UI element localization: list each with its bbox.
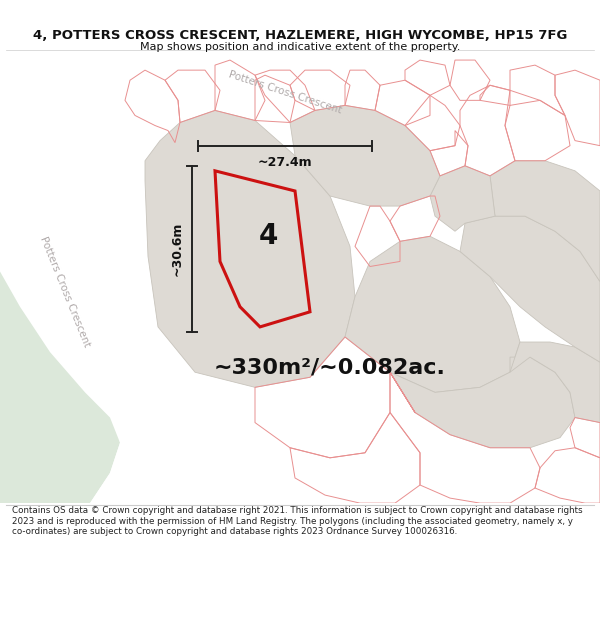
Polygon shape [390,357,575,447]
Polygon shape [430,166,495,231]
Polygon shape [460,216,600,362]
Text: Potters Cross Crescent: Potters Cross Crescent [227,69,343,116]
Text: Contains OS data © Crown copyright and database right 2021. This information is : Contains OS data © Crown copyright and d… [12,506,583,536]
Polygon shape [215,171,310,327]
Polygon shape [345,236,520,392]
Polygon shape [490,161,600,282]
Text: 4: 4 [259,222,278,250]
Text: ~330m²/~0.082ac.: ~330m²/~0.082ac. [214,357,446,377]
Text: Map shows position and indicative extent of the property.: Map shows position and indicative extent… [140,42,460,52]
Text: ~27.4m: ~27.4m [257,156,313,169]
Text: Potters Cross Crescent: Potters Cross Crescent [38,235,92,348]
Polygon shape [290,106,440,206]
Polygon shape [145,111,355,388]
Text: ~30.6m: ~30.6m [171,222,184,276]
Polygon shape [510,342,600,422]
Polygon shape [0,50,230,503]
Text: 4, POTTERS CROSS CRESCENT, HAZLEMERE, HIGH WYCOMBE, HP15 7FG: 4, POTTERS CROSS CRESCENT, HAZLEMERE, HI… [33,29,567,42]
Polygon shape [0,50,120,503]
